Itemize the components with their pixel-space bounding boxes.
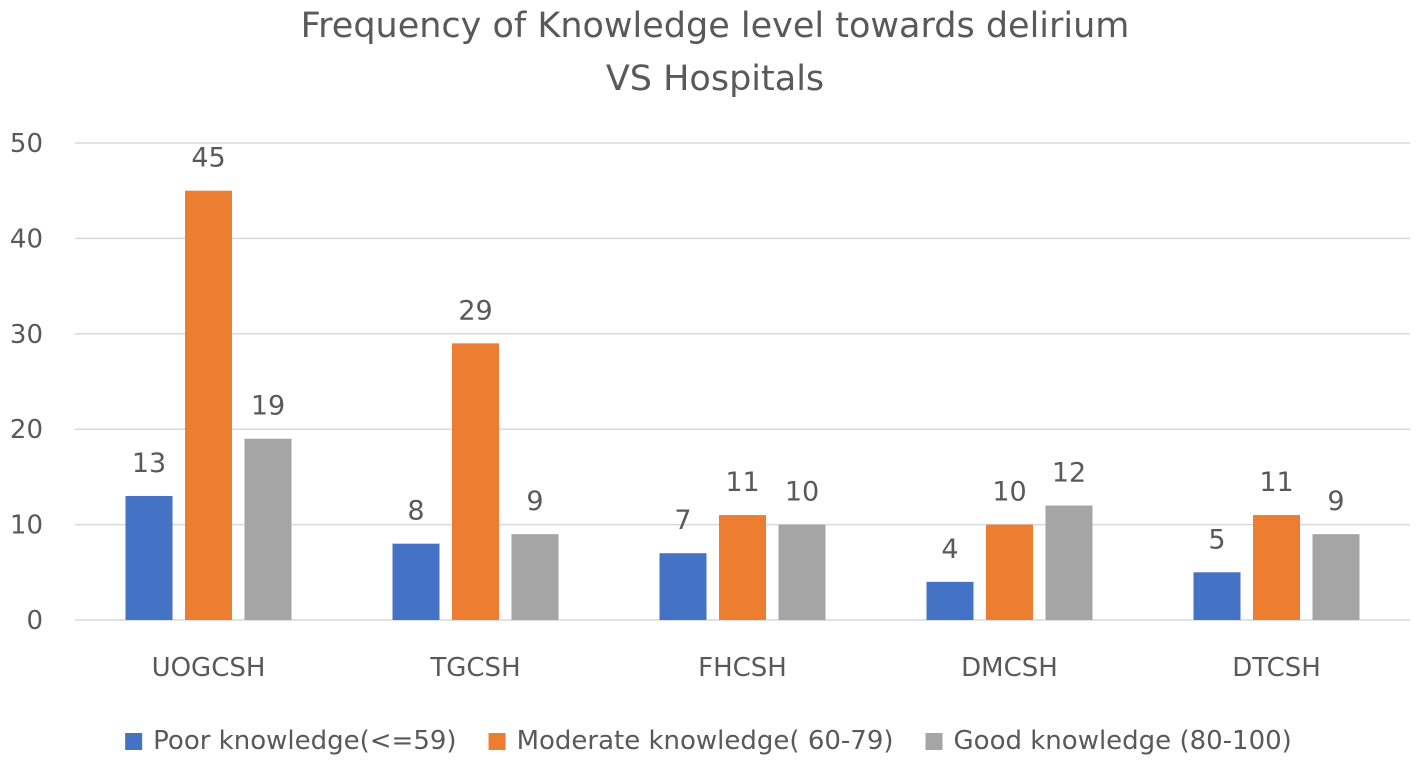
data-label-fhcsh-series-2: 11 [725,467,759,498]
bar-uogcsh-series-2 [185,190,232,620]
legend-swatch-3 [925,733,943,750]
bar-fhcsh-series-2 [719,515,766,620]
data-label-tgcsh-series-1: 8 [407,496,424,527]
data-label-dtcsh-series-2: 11 [1259,467,1293,498]
bar-dmcsh-series-1 [926,581,974,620]
data-label-dtcsh-series-1: 5 [1208,524,1225,555]
data-label-dtcsh-series-3: 9 [1327,486,1344,517]
legend-label-3: Good knowledge (80-100) [954,726,1292,756]
y-tick-label-10: 10 [10,511,43,541]
data-label-dmcsh-series-3: 12 [1052,458,1086,489]
legend-item-1: Poor knowledge(<=59) [125,726,457,756]
x-category-label-uogcsh: UOGCSH [152,653,266,683]
bar-dtcsh-series-1 [1193,572,1241,620]
bar-dtcsh-series-2 [1253,515,1300,620]
bars [125,190,1360,620]
bar-uogcsh-series-3 [244,438,292,620]
legend: Poor knowledge(<=59) Moderate knowledge( … [125,726,1292,756]
bar-fhcsh-series-3 [778,524,826,620]
bar-tgcsh-series-2 [452,343,499,620]
bar-tgcsh-series-3 [511,534,559,620]
legend-item-3: Good knowledge (80-100) [925,726,1292,756]
bar-dmcsh-series-3 [1045,505,1093,620]
bar-tgcsh-series-1 [392,543,440,620]
data-label-fhcsh-series-1: 7 [674,505,691,536]
data-label-fhcsh-series-3: 10 [785,477,819,508]
bar-dmcsh-series-2 [986,524,1033,620]
x-axis-categories: UOGCSH TGCSH FHCSH DMCSH DTCSH [152,653,1321,683]
chart-title-line-1: Frequency of Knowledge level towards del… [301,6,1130,46]
bar-dtcsh-series-3 [1312,534,1360,620]
x-category-label-fhcsh: FHCSH [698,653,787,683]
y-tick-label-20: 20 [10,415,43,445]
legend-swatch-1 [125,733,143,750]
legend-label-2: Moderate knowledge( 60-79) [517,726,894,756]
data-label-dmcsh-series-2: 10 [992,477,1026,508]
data-label-uogcsh-series-2: 45 [191,143,225,174]
y-tick-label-40: 40 [10,224,43,254]
x-category-label-tgcsh: TGCSH [429,653,520,683]
data-label-tgcsh-series-2: 29 [458,295,492,326]
x-category-label-dtcsh: DTCSH [1232,653,1321,683]
bar-uogcsh-series-1 [125,495,173,620]
x-category-label-dmcsh: DMCSH [961,653,1058,683]
data-label-dmcsh-series-1: 4 [941,534,958,565]
chart-title-line-2: VS Hospitals [606,59,824,99]
data-label-uogcsh-series-1: 13 [132,448,166,479]
data-label-tgcsh-series-3: 9 [526,486,543,517]
gridlines [75,142,1410,621]
legend-label-1: Poor knowledge(<=59) [153,726,456,756]
y-tick-label-50: 50 [10,129,43,159]
bar-fhcsh-series-1 [659,553,707,620]
data-label-uogcsh-series-3: 19 [251,391,285,422]
data-labels: 13 45 19 8 29 9 7 11 10 4 10 12 5 11 9 [132,143,1345,565]
legend-item-2: Moderate knowledge( 60-79) [488,726,894,756]
y-tick-label-0: 0 [26,606,43,636]
y-tick-label-30: 30 [10,320,43,350]
y-axis-ticks: 0 10 20 30 40 50 [10,129,43,636]
legend-swatch-2 [488,733,506,750]
